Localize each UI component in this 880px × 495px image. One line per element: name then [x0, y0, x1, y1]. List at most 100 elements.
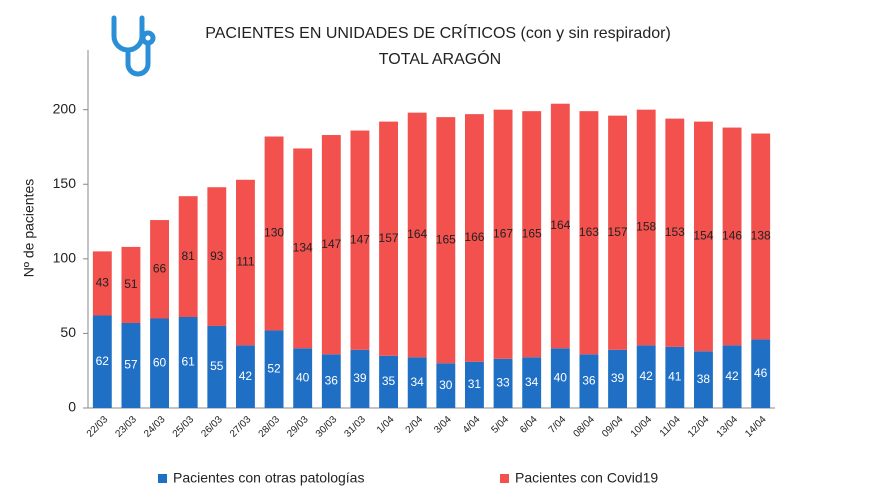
value-label: 30	[439, 378, 453, 392]
value-label: 34	[525, 375, 539, 389]
bar-segment	[379, 121, 399, 356]
value-label: 46	[754, 366, 768, 380]
value-label: 42	[725, 369, 739, 383]
bar-segment	[207, 187, 227, 326]
x-tick-label: 7/04	[547, 414, 569, 436]
bar-segment	[379, 355, 399, 408]
bar-segment	[751, 339, 771, 408]
x-tick-label: 27/03	[228, 414, 254, 440]
bar-segment	[121, 246, 141, 323]
bar-segment	[121, 322, 141, 408]
bar-segment	[321, 354, 341, 408]
value-label: 39	[611, 371, 625, 385]
bar-segment	[264, 330, 284, 408]
legend-swatch	[500, 474, 509, 483]
value-label: 52	[267, 361, 281, 375]
legend-swatch	[158, 474, 167, 483]
bar-segment	[522, 357, 542, 408]
value-label: 39	[353, 371, 367, 385]
x-tick-label: 2/04	[404, 414, 426, 436]
bar-segment	[550, 103, 570, 349]
value-label: 138	[751, 229, 771, 243]
x-tick-label: 09/04	[600, 414, 626, 440]
bar-segment	[608, 349, 628, 408]
value-label: 51	[124, 277, 138, 291]
x-tick-label: 6/04	[518, 414, 540, 436]
value-label: 38	[697, 372, 711, 386]
bar-segment	[693, 121, 713, 352]
x-tick-label: 30/03	[314, 414, 340, 440]
bar-segment	[407, 112, 427, 358]
chart-title: PACIENTES EN UNIDADES DE CRÍTICOS (con y…	[205, 23, 671, 42]
value-label: 154	[693, 229, 713, 243]
x-tick-label: 28/03	[257, 414, 283, 440]
value-label: 41	[668, 370, 682, 384]
bar-segment	[178, 196, 198, 318]
x-tick-label: 4/04	[461, 414, 483, 436]
legend-label: Pacientes con otras patologías	[173, 470, 364, 486]
value-label: 134	[293, 241, 313, 255]
x-tick-label: 22/03	[85, 414, 111, 440]
value-label: 40	[554, 370, 568, 384]
value-label: 157	[608, 225, 628, 239]
bar-segment	[235, 179, 255, 346]
value-label: 146	[722, 229, 742, 243]
value-label: 167	[493, 226, 513, 240]
bar-segment	[207, 325, 227, 408]
bar-segment	[550, 348, 570, 408]
value-label: 42	[640, 369, 654, 383]
bar-segment	[665, 346, 685, 408]
value-label: 165	[522, 226, 542, 240]
value-label: 57	[124, 358, 138, 372]
value-label: 164	[550, 218, 570, 232]
value-label: 147	[350, 232, 370, 246]
value-label: 36	[325, 373, 339, 387]
value-label: 33	[496, 376, 510, 390]
x-tick-label: 14/04	[743, 414, 769, 440]
bar-segment	[350, 349, 370, 408]
value-label: 61	[182, 355, 196, 369]
value-label: 147	[321, 237, 341, 251]
value-label: 158	[636, 220, 656, 234]
y-tick-label: 0	[68, 399, 76, 415]
bar-segment	[407, 357, 427, 408]
bar-segment	[751, 133, 771, 340]
bar-segment	[522, 111, 542, 358]
value-label: 157	[379, 231, 399, 245]
bar-segment	[436, 117, 456, 364]
y-tick-label: 50	[60, 324, 76, 340]
stethoscope-icon	[111, 15, 156, 77]
y-tick-label: 100	[53, 250, 77, 266]
bar-segment	[722, 345, 742, 408]
value-label: 60	[153, 355, 167, 369]
x-tick-label: 13/04	[715, 414, 741, 440]
x-tick-label: 23/03	[113, 414, 139, 440]
bar-segment	[350, 130, 370, 350]
value-label: 62	[96, 354, 110, 368]
y-axis-label: Nº de pacientes	[21, 179, 37, 278]
bar-segment	[293, 148, 313, 349]
x-tick-label: 31/03	[342, 414, 368, 440]
bar-segment	[321, 135, 341, 355]
value-label: 42	[239, 369, 253, 383]
value-label: 66	[153, 261, 167, 275]
bar-segment	[579, 354, 599, 408]
bar-segment	[264, 136, 284, 331]
x-tick-label: 10/04	[629, 414, 655, 440]
value-label: 36	[582, 373, 596, 387]
bar-segment	[608, 115, 628, 350]
x-tick-label: 1/04	[375, 414, 397, 436]
bar-segment	[493, 109, 513, 359]
y-tick-label: 150	[53, 175, 77, 191]
bar-segment	[493, 358, 513, 408]
y-tick-label: 200	[53, 100, 77, 116]
value-label: 34	[411, 375, 425, 389]
value-label: 130	[264, 226, 284, 240]
bar-segment	[636, 345, 656, 408]
x-tick-label: 25/03	[171, 414, 197, 440]
value-label: 163	[579, 225, 599, 239]
bar-segment	[293, 348, 313, 408]
value-label: 111	[236, 255, 255, 269]
bar-segment	[665, 118, 685, 347]
